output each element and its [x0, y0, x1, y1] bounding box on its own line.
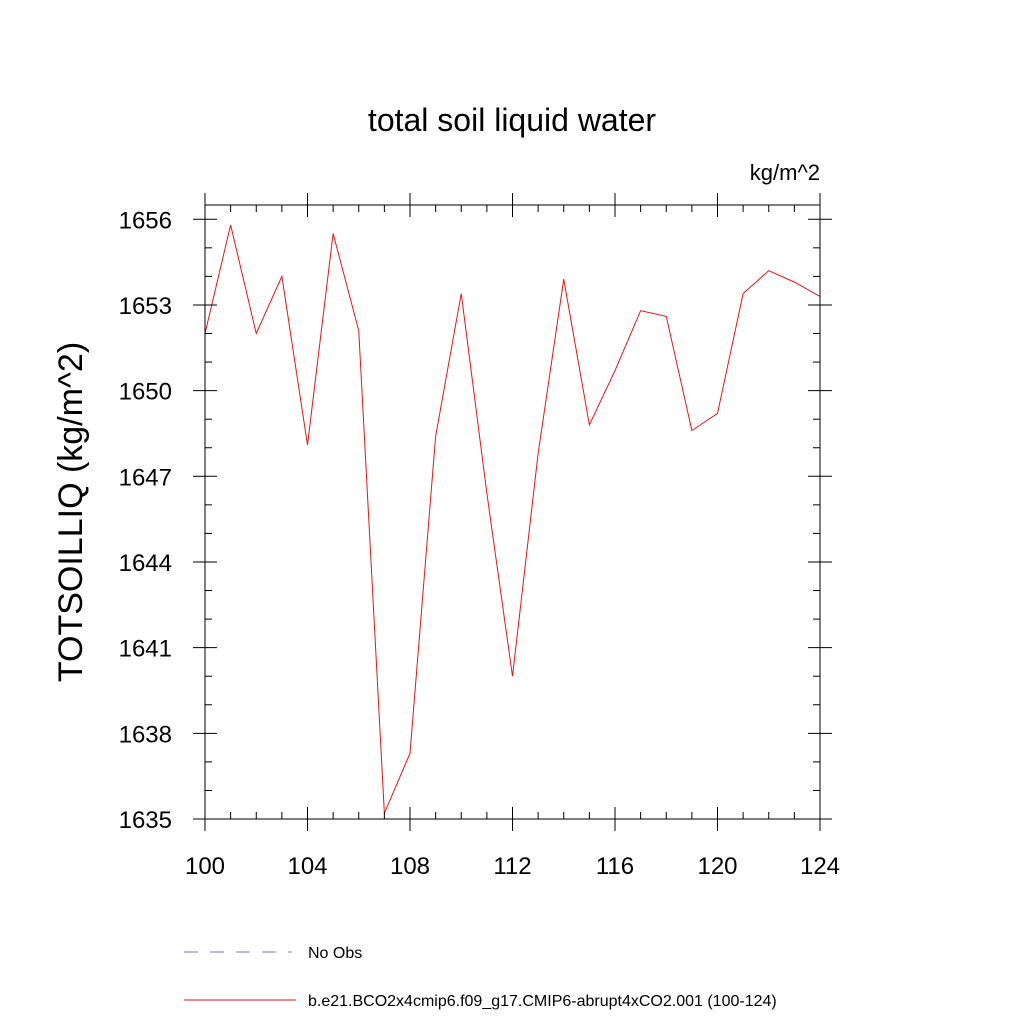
series-line — [204, 224, 821, 814]
plot-layer — [204, 224, 821, 814]
legend-label-model-run: b.e21.BCO2x4cmip6.f09_g17.CMIP6-abrupt4x… — [308, 993, 777, 1010]
y-tick-label: 1644 — [119, 550, 172, 577]
legend-label-no-obs: No Obs — [308, 945, 362, 962]
units-label: kg/m^2 — [750, 160, 820, 185]
x-axis: 100 104 108 112 116 120 124 — [185, 193, 840, 880]
y-tick-label: 1647 — [119, 464, 172, 491]
y-axis: 1635 1638 1641 1644 1647 1650 1653 1656 — [119, 207, 832, 834]
y-tick-label: 1635 — [119, 807, 172, 834]
y-tick-label: 1638 — [119, 721, 172, 748]
x-tick-label: 108 — [390, 853, 430, 880]
x-tick-label: 112 — [493, 853, 531, 880]
x-tick-label: 100 — [185, 853, 225, 880]
x-tick-label: 116 — [596, 853, 634, 880]
y-tick-label: 1653 — [119, 293, 172, 320]
x-tick-label: 120 — [697, 853, 737, 880]
y-tick-label: 1650 — [119, 379, 172, 406]
x-tick-label: 124 — [800, 853, 840, 880]
y-tick-label: 1656 — [119, 207, 172, 234]
chart-title: total soil liquid water — [368, 102, 656, 138]
y-axis-label: TOTSOILLIQ (kg/m^2) — [52, 342, 90, 682]
y-tick-label: 1641 — [119, 636, 172, 663]
legend: No Obs b.e21.BCO2x4cmip6.f09_g17.CMIP6-a… — [184, 945, 777, 1010]
plot-frame — [204, 204, 821, 820]
x-tick-label: 104 — [287, 853, 327, 880]
